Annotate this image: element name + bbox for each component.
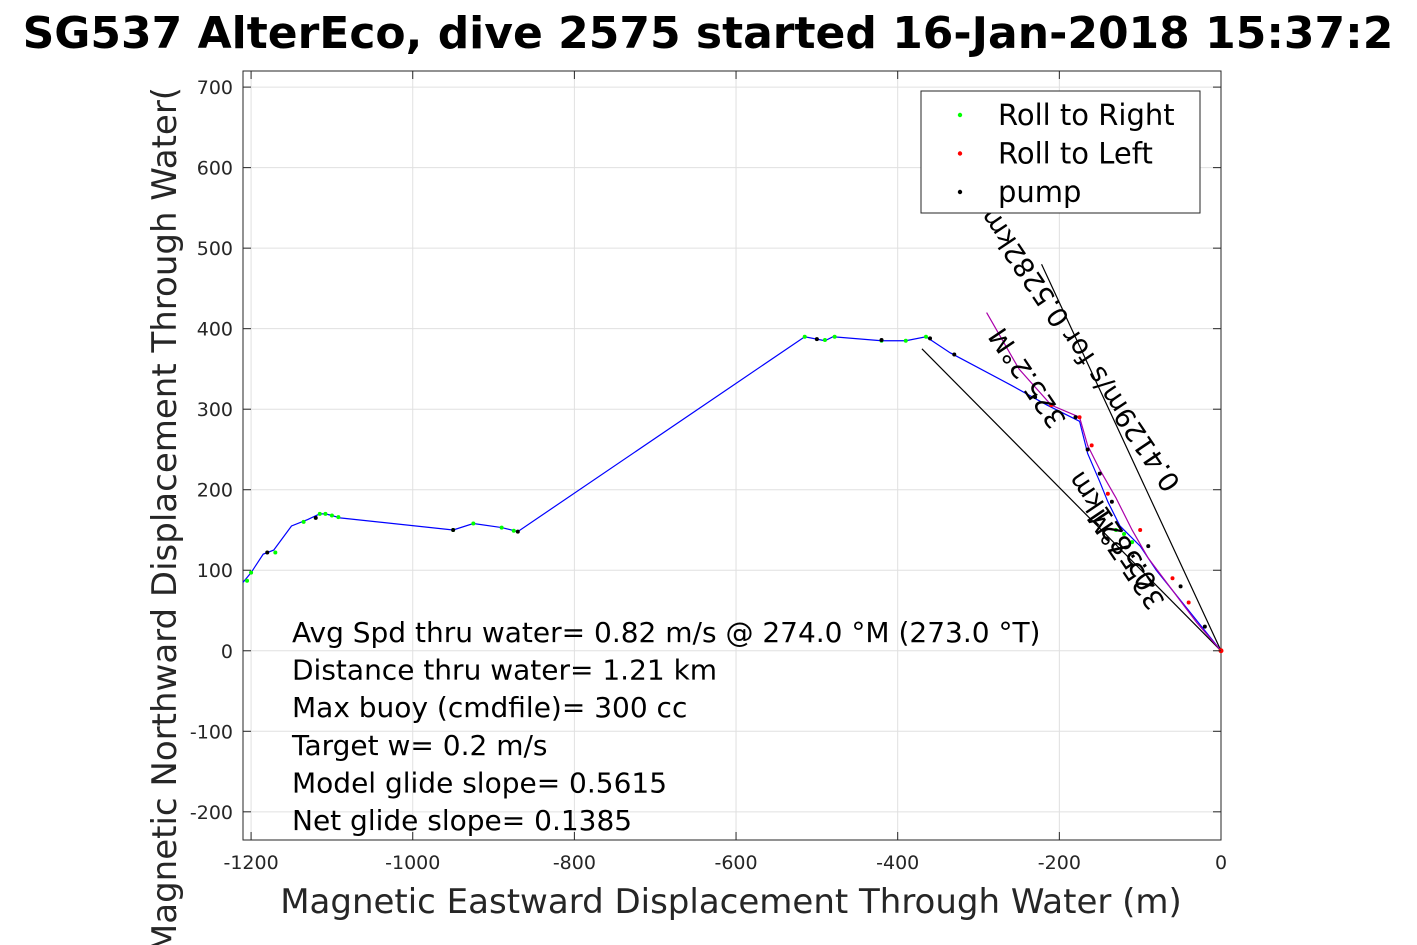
point-roll-to-left [1077,415,1082,420]
x-tick-label: -400 [876,852,919,874]
point-roll-to-right [471,521,476,526]
legend: Roll to Right Roll to Left pump [920,90,1201,214]
legend-marker [957,189,963,195]
point-roll-to-left [1089,443,1094,448]
point-roll-to-right [802,334,807,339]
point-roll-to-right [301,519,306,524]
series-line-track [242,336,1222,652]
point-roll-to-right [1122,532,1127,537]
legend-marker [957,112,963,118]
x-axis-label: Magnetic Eastward Displacement Through W… [280,882,1182,922]
legend-label: pump [998,175,1081,209]
point-pump [1202,624,1207,629]
chart-title: SG537 AlterEco, dive 2575 started 16-Jan… [23,8,1394,59]
heading-line-1 [1041,264,1222,652]
point-roll-to-right [1130,540,1135,545]
x-tick-label: -600 [714,852,757,874]
y-tick-label: 300 [197,399,233,421]
annotation-line-5: Net glide slope= 0.1385 [292,804,632,837]
y-tick-label: -200 [190,802,233,824]
point-roll-to-right [329,513,334,518]
point-pump [451,527,456,532]
legend-label: Roll to Left [998,137,1153,171]
point-pump [313,515,318,520]
point-pump [1033,395,1038,400]
point-roll-to-left [1105,491,1110,496]
point-pump [814,337,819,342]
point-pump [265,550,270,555]
point-pump [928,336,933,341]
point-roll-to-left [1186,600,1191,605]
y-tick-label: 700 [197,77,233,99]
x-tick-label: -200 [1038,852,1081,874]
point-roll-to-right [903,338,908,343]
ticks: -1200 -1000 -800 -600 -400 -200 0-200-10001002… [190,71,1227,874]
annotation-line-3: Target w= 0.2 m/s [291,729,548,762]
series-group [242,312,1224,654]
y-tick-label: 0 [221,641,233,663]
y-tick-label: 100 [197,560,233,582]
point-pump [1178,584,1183,589]
y-tick-label: 200 [197,480,233,502]
annotation-line-2: Max buoy (cmdfile)= 300 cc [292,691,687,724]
x-tick-label: -1000 [385,852,440,874]
point-roll-to-right [336,515,341,520]
reference-lines [921,264,1222,652]
annotations: Avg Spd thru water= 0.82 m/s @ 274.0 °M … [291,616,1040,837]
annotation-line-4: Model glide slope= 0.5615 [292,766,667,799]
x-tick-label: -800 [553,852,596,874]
x-tick-label: -1200 [223,852,278,874]
legend-marker [957,151,963,156]
heading-line-2 [921,348,1222,652]
point-pump [879,337,884,342]
plot-frame [242,70,1222,841]
point-roll-to-left [1170,576,1175,581]
point-roll-to-left [1138,527,1143,532]
x-tick-label: 0 [1215,852,1227,874]
point-roll-to-right [317,511,322,516]
y-tick-label: 400 [197,319,233,341]
series-line-purple-track [986,312,1222,652]
point-roll-to-right [511,528,516,533]
point-roll-to-right [273,550,278,555]
legend-label: Roll to Right [998,98,1175,132]
y-axis-label: Magnetic Northward Displacement Through … [145,87,185,945]
point-pump [952,352,957,357]
point-roll-to-right [832,334,837,339]
annotation-line-0: Avg Spd thru water= 0.82 m/s @ 274.0 °M … [292,616,1040,649]
point-pump [1085,447,1090,452]
y-tick-label: 600 [197,158,233,180]
point-roll-to-right [822,337,827,342]
legend-box [920,90,1201,214]
point-roll-to-left [1049,403,1054,408]
annotation-line-1: Distance thru water= 1.21 km [292,654,717,687]
point-pump [1097,471,1102,476]
point-roll-to-right [499,525,504,530]
point-roll-to-right [249,570,254,575]
point-roll-to-right [1113,527,1118,532]
point-pump [1146,544,1151,549]
point-roll-to-right [245,578,250,583]
y-tick-label: -100 [190,721,233,743]
point-roll-to-right [323,511,328,516]
y-tick-label: 500 [197,238,233,260]
point-pump [1073,415,1078,420]
point-pump [1109,499,1114,504]
point-roll-to-right [923,334,928,339]
point-pump [515,529,520,534]
